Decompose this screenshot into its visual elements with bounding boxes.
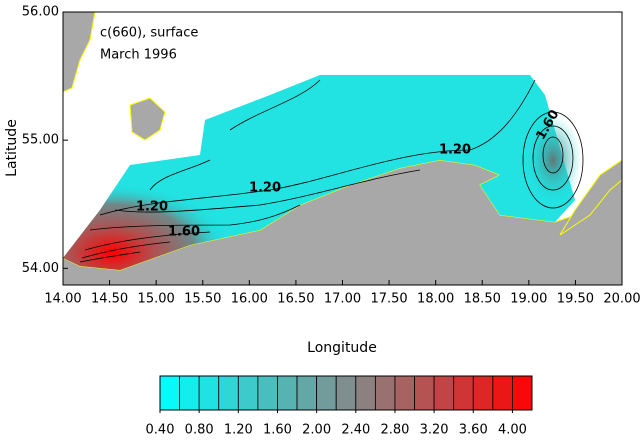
colorbar-bin [433,375,455,411]
contour-label: 1.60 [168,225,200,240]
contours [79,79,584,263]
x-tick-label: 18.00 [417,292,454,307]
land [63,12,96,93]
colorbar-bin [316,375,337,411]
colorbar-bin [374,375,396,411]
map-subtitle: March 1996 [100,48,177,63]
high-concentration [63,155,260,270]
y-tick-label: 56.00 [22,5,59,20]
colorbar-tick-label: 2.80 [380,423,409,438]
colorbar-bin [492,375,513,411]
colorbar-bin [159,375,180,411]
colorbar-tick-label: 4.00 [498,423,527,438]
x-tick-label: 15.00 [138,292,175,307]
x-tick-label: 16.00 [231,292,268,307]
y-tick-label: 54.00 [22,261,59,276]
colorbar-tick-label: 2.00 [302,423,331,438]
x-tick-label: 18.50 [464,292,501,307]
y-tick-label: 55.00 [22,133,59,148]
x-tick-label: 19.50 [557,292,594,307]
x-tick-label: 19.00 [510,292,547,307]
x-tick-label: 16.50 [277,292,314,307]
colorbar-bin [394,375,415,411]
colorbar-bin [237,375,259,411]
colorbar-bin [296,375,318,411]
colorbar-tick-label: 2.40 [341,423,370,438]
colorbar-tick-label: 0.80 [185,423,214,438]
x-axis-label: Longitude [307,340,377,356]
colorbar-tick-label: 3.60 [459,423,488,438]
map-title: c(660), surface [100,26,198,41]
colorbar-bin [453,375,474,411]
colorbar-bin [414,375,435,411]
x-tick-label: 14.50 [91,292,128,307]
x-tick-label: 15.50 [184,292,221,307]
colorbar-bin [257,375,278,411]
contour-label: 1.20 [249,181,281,196]
colorbar-bin [198,375,220,411]
x-tick-label: 14.00 [44,292,81,307]
colorbar-tick-label: 1.20 [224,423,253,438]
island [129,97,166,141]
colorbar-bin [512,375,533,411]
colorbar-bin [335,375,357,411]
colorbar-bin [218,375,239,411]
colorbar-tick-label: 1.60 [263,423,292,438]
colorbar-bin [277,375,298,411]
x-tick-label: 17.00 [324,292,361,307]
land [559,159,622,236]
x-tick-label: 20.00 [603,292,640,307]
contour-label: 1.20 [439,143,471,158]
y-axis-label: Latitude [4,119,20,177]
colorbar-bin [355,375,376,411]
contour-label: 1.20 [136,200,168,215]
colorbar-bin [472,375,494,411]
x-tick-label: 17.50 [370,292,407,307]
colorbar-tick-label: 0.40 [146,423,175,438]
high-concentration [525,115,581,205]
map-area [63,12,622,285]
colorbar-tick-label: 3.20 [420,423,449,438]
colorbar-frame [159,375,533,411]
colorbar-bin [179,375,200,411]
